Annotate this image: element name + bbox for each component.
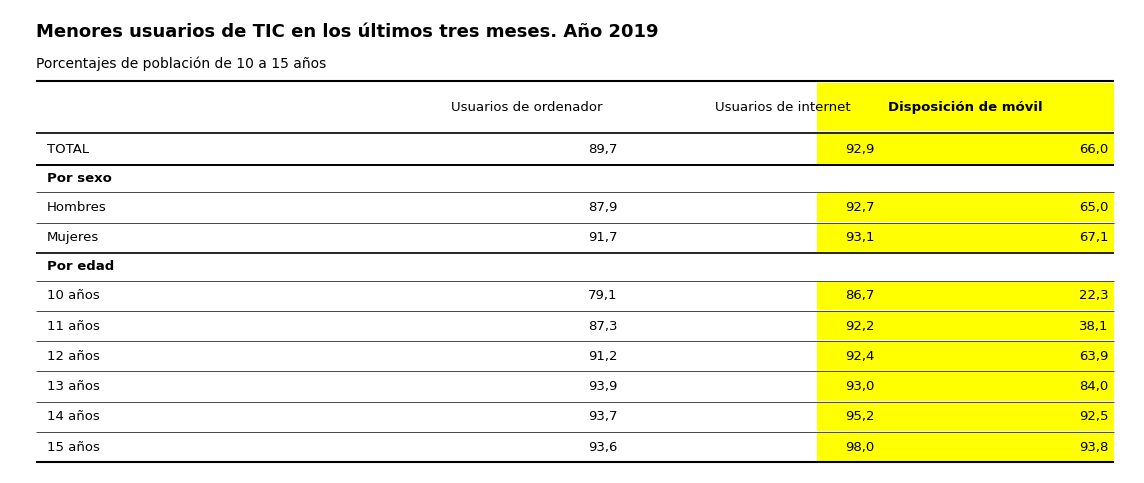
Text: 11 años: 11 años <box>47 320 100 332</box>
FancyBboxPatch shape <box>817 312 1114 340</box>
Text: 93,1: 93,1 <box>845 231 874 244</box>
Text: Mujeres: Mujeres <box>47 231 100 244</box>
Text: Hombres: Hombres <box>47 201 106 214</box>
FancyBboxPatch shape <box>817 433 1114 461</box>
Text: 14 años: 14 años <box>47 411 100 424</box>
Text: 92,2: 92,2 <box>845 320 874 332</box>
Text: TOTAL: TOTAL <box>47 142 89 156</box>
FancyBboxPatch shape <box>817 282 1114 310</box>
FancyBboxPatch shape <box>817 193 1114 222</box>
Text: 79,1: 79,1 <box>588 289 618 302</box>
Text: 93,9: 93,9 <box>588 380 618 393</box>
Text: Porcentajes de población de 10 a 15 años: Porcentajes de población de 10 a 15 años <box>35 57 326 71</box>
Text: 22,3: 22,3 <box>1079 289 1109 302</box>
Text: 63,9: 63,9 <box>1079 350 1109 363</box>
Text: 93,7: 93,7 <box>588 411 618 424</box>
Text: Disposición de móvil: Disposición de móvil <box>889 100 1043 114</box>
Text: 93,0: 93,0 <box>845 380 874 393</box>
Text: Por sexo: Por sexo <box>47 172 112 185</box>
FancyBboxPatch shape <box>817 403 1114 431</box>
FancyBboxPatch shape <box>817 134 1114 164</box>
Text: 91,2: 91,2 <box>588 350 618 363</box>
Text: Usuarios de ordenador: Usuarios de ordenador <box>451 100 602 114</box>
Text: 92,9: 92,9 <box>845 142 874 156</box>
Text: 86,7: 86,7 <box>845 289 874 302</box>
Text: Por edad: Por edad <box>47 260 114 273</box>
Text: 93,8: 93,8 <box>1079 441 1109 454</box>
Text: 95,2: 95,2 <box>845 411 874 424</box>
Text: Menores usuarios de TIC en los últimos tres meses. Año 2019: Menores usuarios de TIC en los últimos t… <box>35 23 658 41</box>
Text: 66,0: 66,0 <box>1079 142 1109 156</box>
Text: 89,7: 89,7 <box>588 142 618 156</box>
Text: 10 años: 10 años <box>47 289 100 302</box>
Text: 38,1: 38,1 <box>1079 320 1109 332</box>
Text: 92,7: 92,7 <box>845 201 874 214</box>
FancyBboxPatch shape <box>817 224 1114 252</box>
Text: Usuarios de internet: Usuarios de internet <box>715 100 851 114</box>
Text: 87,3: 87,3 <box>588 320 618 332</box>
Text: 91,7: 91,7 <box>588 231 618 244</box>
Text: 67,1: 67,1 <box>1079 231 1109 244</box>
FancyBboxPatch shape <box>817 372 1114 401</box>
Text: 13 años: 13 años <box>47 380 100 393</box>
Text: 92,5: 92,5 <box>1079 411 1109 424</box>
Text: 93,6: 93,6 <box>588 441 618 454</box>
Text: 15 años: 15 años <box>47 441 100 454</box>
Text: 92,4: 92,4 <box>845 350 874 363</box>
FancyBboxPatch shape <box>817 342 1114 370</box>
Text: 12 años: 12 años <box>47 350 100 363</box>
FancyBboxPatch shape <box>817 83 1114 131</box>
Text: 98,0: 98,0 <box>845 441 874 454</box>
Text: 84,0: 84,0 <box>1079 380 1109 393</box>
Text: 65,0: 65,0 <box>1079 201 1109 214</box>
Text: 87,9: 87,9 <box>588 201 618 214</box>
